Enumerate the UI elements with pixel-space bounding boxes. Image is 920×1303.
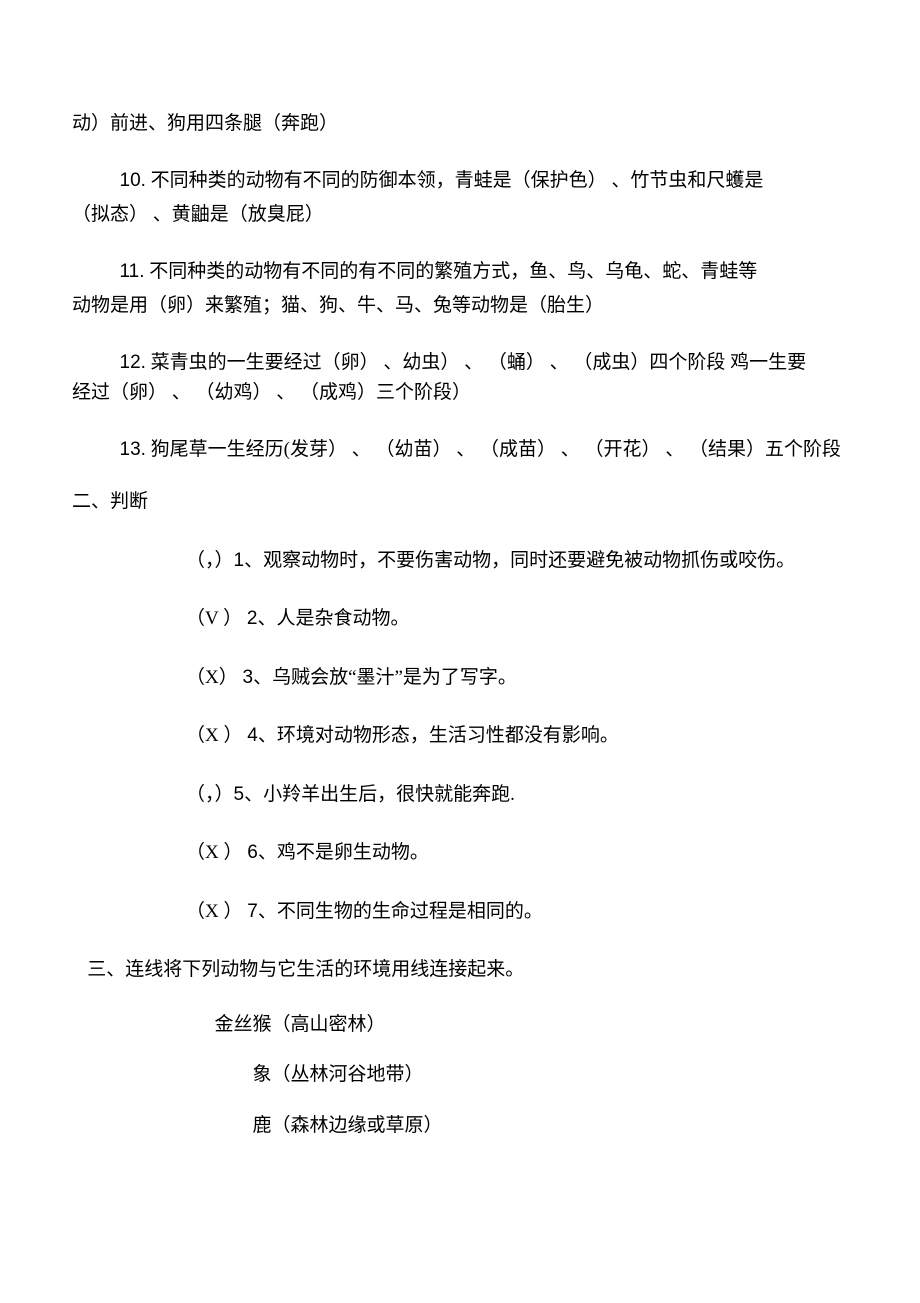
judge-num: 1 [234, 550, 245, 571]
item-number-11: 11. [120, 261, 145, 282]
judge-mark: （，） [186, 550, 234, 571]
judge-text: 、观察动物时，不要伤害动物，同时还要避免被动物抓伤或咬伤。 [244, 550, 795, 571]
link-item-1: 金丝猴（高山密林） [215, 1011, 849, 1040]
judge-item-2: （V ） 2、人是杂食动物。 [186, 605, 848, 634]
fill-blank-9-cont: 动）前进、狗用四条腿（奔跑） [72, 110, 848, 139]
fill-blank-11-line2: 动物是用（卵）来繁殖；猫、狗、牛、马、兔等动物是（胎生） [72, 292, 848, 321]
judge-mark: （X） [186, 667, 242, 688]
fill-blank-11-line1: 11. 不同种类的动物有不同的有不同的繁殖方式，鱼、鸟、乌龟、蛇、青蛙等 [72, 258, 848, 287]
section-3-title: 三、连线将下列动物与它生活的环境用线连接起来。 [72, 956, 848, 985]
link-list: 金丝猴（高山密林） 象（丛林河谷地带） 鹿（森林边缘或草原） [72, 1011, 848, 1141]
judge-text: 、环境对动物形态，生活习性都没有影响。 [258, 725, 619, 746]
item-number-13: 13. [120, 439, 146, 460]
judge-num: 3 [242, 667, 253, 688]
judge-text: 、不同生物的生命过程是相同的。 [258, 901, 543, 922]
item-13-text-a: 狗尾草一生经历(发芽） 、 （幼苗） 、 （成苗） 、 （开花） 、 （结果）五… [146, 439, 841, 460]
judge-text: 、乌贼会放“墨汁”是为了写字。 [253, 667, 517, 688]
judge-num: 6 [247, 842, 258, 863]
link-item-2: 象（丛林河谷地带） [215, 1061, 849, 1090]
fill-blank-13: 13. 狗尾草一生经历(发芽） 、 （幼苗） 、 （成苗） 、 （开花） 、 （… [72, 436, 848, 465]
fill-blank-10-line2: （拟态） 、黄鼬是（放臭屁） [72, 201, 848, 230]
judge-num: 4 [247, 725, 258, 746]
item-number-10: 10. [120, 170, 146, 191]
judge-mark: （X ） [186, 725, 247, 746]
judge-text: 、人是杂食动物。 [257, 608, 409, 629]
judge-mark: （X ） [186, 901, 247, 922]
fill-blank-12-line1: 12. 菜青虫的一生要经过（卵） 、幼虫） 、 （蛹） 、 （成虫）四个阶段 鸡… [72, 349, 848, 378]
item-number-12: 12. [120, 352, 146, 373]
judge-text: 、小羚羊出生后，很快就能奔跑. [244, 784, 515, 805]
fill-blank-12-line2: 经过（卵） 、 （幼鸡） 、 （成鸡）三个阶段） [72, 379, 848, 408]
judge-num: 7 [247, 901, 258, 922]
item-10-text-a: 不同种类的动物有不同的防御本领，青蛙是（保护色） 、竹节虫和尺蠖是 [146, 170, 764, 191]
item-11-text-a: 不同种类的动物有不同的有不同的繁殖方式，鱼、鸟、乌龟、蛇、青蛙等 [145, 261, 758, 282]
judge-mark: （V ） [186, 608, 247, 629]
judge-mark: （，） [186, 784, 234, 805]
judge-item-5: （，）5、小羚羊出生后，很快就能奔跑. [186, 781, 848, 810]
judge-num: 2 [247, 608, 258, 629]
judge-item-7: （X ） 7、不同生物的生命过程是相同的。 [186, 898, 848, 927]
judge-num: 5 [234, 784, 245, 805]
link-item-3: 鹿（森林边缘或草原） [215, 1112, 849, 1141]
judge-mark: （X ） [186, 842, 247, 863]
item-12-text-a: 菜青虫的一生要经过（卵） 、幼虫） 、 （蛹） 、 （成虫）四个阶段 鸡一生要 [146, 352, 806, 373]
section-2-title: 二、判断 [72, 488, 848, 517]
judge-item-4: （X ） 4、环境对动物形态，生活习性都没有影响。 [186, 722, 848, 751]
judge-text: 、鸡不是卵生动物。 [258, 842, 429, 863]
judge-list: （，）1、观察动物时，不要伤害动物，同时还要避免被动物抓伤或咬伤。 （V ） 2… [72, 547, 848, 927]
judge-item-3: （X） 3、乌贼会放“墨汁”是为了写字。 [186, 664, 848, 693]
judge-item-6: （X ） 6、鸡不是卵生动物。 [186, 839, 848, 868]
fill-blank-10-line1: 10. 不同种类的动物有不同的防御本领，青蛙是（保护色） 、竹节虫和尺蠖是 [72, 167, 848, 196]
judge-item-1: （，）1、观察动物时，不要伤害动物，同时还要避免被动物抓伤或咬伤。 [186, 547, 848, 576]
